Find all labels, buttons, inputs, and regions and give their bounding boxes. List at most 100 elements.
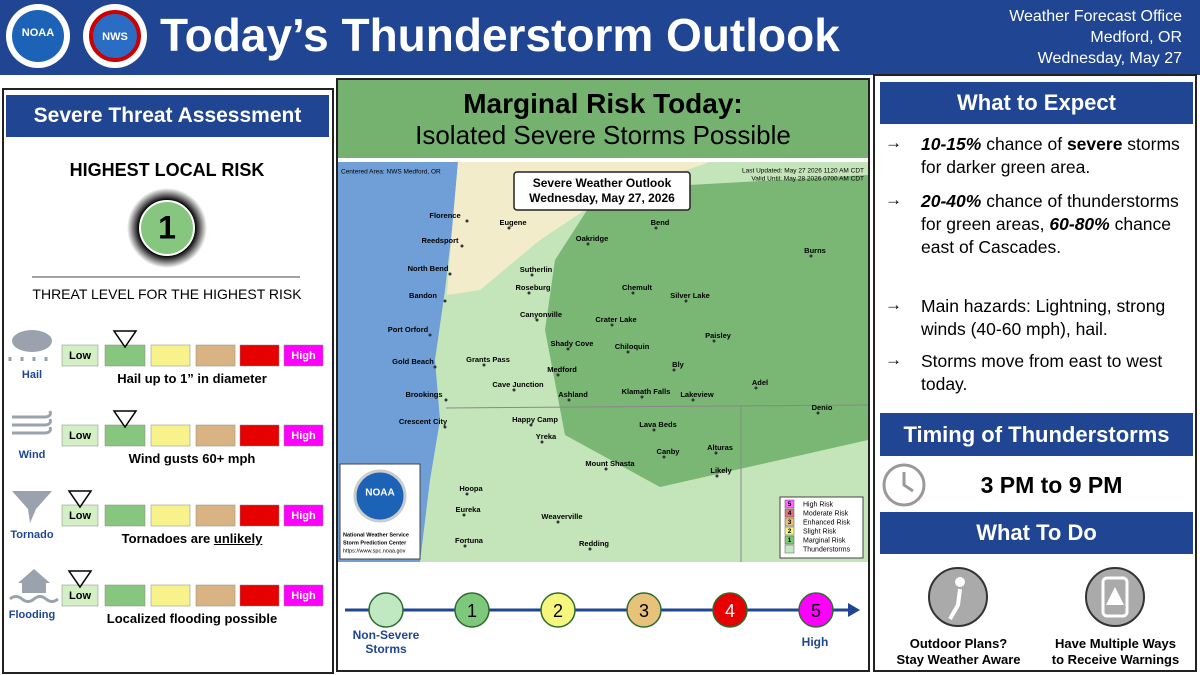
city-label: Bandon (409, 291, 437, 300)
city-label: Hoopa (459, 484, 483, 493)
scale-num: 1 (467, 601, 477, 621)
outlook-box-title: Severe Weather Outlook (533, 176, 672, 190)
threat-box (150, 584, 191, 607)
legend-label: Enhanced Risk (803, 519, 851, 526)
scale-circle (368, 592, 404, 628)
threat-box (195, 424, 236, 447)
city-dot (652, 428, 656, 432)
city-dot (684, 299, 688, 303)
spc-logo (353, 469, 407, 523)
city-label: Gold Beach (392, 357, 434, 366)
city-dot (672, 368, 676, 372)
threat-subtitle: THREAT LEVEL FOR THE HIGHEST RISK (32, 286, 302, 302)
city-label: Burns (804, 246, 826, 255)
highest-label: HIGHEST LOCAL RISK (69, 160, 265, 180)
city-label: Shady Cove (551, 339, 594, 348)
city-dot (535, 318, 539, 322)
nws-logo-inner (89, 10, 141, 62)
high-label: High (291, 350, 316, 362)
valid: Valid Until: May 28 2026 0700 AM CDT (751, 176, 864, 183)
credit: National Weather Service (343, 532, 409, 538)
city-dot (465, 219, 469, 223)
city-label: Florence (429, 211, 460, 220)
hazard-icon (8, 330, 52, 361)
city-label: Weaverville (541, 512, 582, 521)
city-dot (714, 451, 718, 455)
credit: Storm Prediction Center (343, 540, 407, 546)
threat-box (61, 344, 99, 367)
marginal-area (545, 175, 868, 487)
city-label: Alturas (707, 443, 733, 452)
city-label: Sutherlin (520, 265, 553, 274)
city-dot (556, 373, 560, 377)
hazard-desc: Tornadoes are unlikely (62, 531, 322, 546)
bullet-part: 10-15% (921, 134, 982, 154)
bullet-part: chance of (981, 134, 1067, 154)
hazard-desc: Wind gusts 60+ mph (62, 451, 322, 466)
bullet-part: chance east of Cascades. (921, 214, 1172, 257)
bullet-part: Main hazards: Lightning, strong winds (4… (921, 296, 1166, 339)
city-label: Lava Beds (639, 420, 677, 429)
city-dot (586, 242, 590, 246)
city-dot (443, 299, 447, 303)
water (9, 595, 59, 603)
city-label: Chiloquin (615, 342, 650, 351)
city-dot (444, 398, 448, 402)
threat-box (150, 344, 191, 367)
hiker-head (955, 577, 965, 587)
hazard-desc: Localized flooding possible (62, 611, 322, 626)
legend-swatch (784, 535, 795, 545)
spc-logo-text: NOAA (365, 488, 394, 499)
city-label: Bly (672, 360, 685, 369)
hazard-name: Flooding (9, 609, 55, 621)
bullet-part: Storms move from east to west today. (921, 351, 1163, 394)
city-label: Fortuna (455, 536, 484, 545)
todo-label: Have Multiple Ways (1055, 636, 1176, 651)
hazard-icon (12, 491, 52, 523)
desc-part: unlikely (213, 531, 263, 546)
city-dot (754, 386, 758, 390)
cloud (12, 330, 52, 352)
scale-circle (712, 592, 748, 628)
city-label: Roseburg (515, 283, 550, 292)
scale-circle (626, 592, 662, 628)
bullet: 20-40% chance of thunderstorms for green… (921, 190, 1193, 259)
city-dot (482, 363, 486, 367)
legend-swatch (784, 517, 795, 527)
bullet-part: 20-40% (921, 191, 982, 211)
threat-box (104, 504, 146, 527)
legend-num: 4 (788, 510, 792, 517)
city-label: Chemult (622, 283, 653, 292)
legend-swatch (784, 499, 795, 509)
threat-box (283, 424, 324, 447)
office-line: Weather Forecast Office (1009, 8, 1182, 25)
hazard-desc: Hail up to 1” in diameter (62, 371, 322, 386)
city-label: Lakeview (680, 390, 714, 399)
level-marker (67, 490, 93, 509)
scale-num: 3 (639, 601, 649, 621)
city-dot (460, 244, 464, 248)
hazard-name: Hail (22, 369, 42, 381)
legend-swatch (784, 526, 795, 536)
scale-num: 4 (725, 601, 735, 621)
city-label: Adel (752, 378, 768, 387)
updated: Last Updated: May 27 2026 1120 AM CDT (742, 168, 864, 175)
ocean (338, 162, 458, 562)
todo-icons (928, 567, 1145, 627)
city-label: Crater Lake (595, 315, 636, 324)
city-label: Klamath Falls (622, 387, 671, 396)
city-dot (463, 544, 467, 548)
city-dot (448, 272, 452, 276)
bullet: Main hazards: Lightning, strong winds (4… (921, 295, 1193, 341)
outlook-box (513, 171, 691, 211)
risk-value: 1 (158, 209, 176, 245)
high-label: High (291, 510, 316, 522)
scale-num: 5 (811, 601, 821, 621)
bullet-symbol: → (885, 350, 902, 369)
timing-title: Timing of Thunderstorms (880, 413, 1193, 456)
low-label: Low (69, 430, 91, 442)
bullet-part: storms for darker green area. (921, 134, 1180, 177)
threat-box (104, 584, 146, 607)
city-dot (443, 425, 447, 429)
funnel (12, 491, 52, 523)
